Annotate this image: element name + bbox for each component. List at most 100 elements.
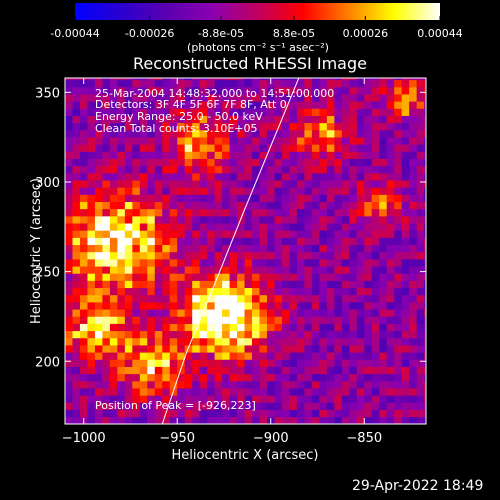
heatmap-cell bbox=[281, 180, 290, 188]
heatmap-cell bbox=[192, 337, 200, 346]
heatmap-cell bbox=[267, 273, 275, 281]
heatmap-cell bbox=[79, 373, 88, 382]
heatmap-cell bbox=[222, 395, 230, 403]
heatmap-cell bbox=[154, 158, 163, 167]
heatmap-cell bbox=[79, 173, 88, 181]
heatmap-cell bbox=[281, 237, 290, 246]
heatmap-cell bbox=[199, 180, 208, 188]
heatmap-cell bbox=[394, 273, 402, 281]
heatmap-cell bbox=[65, 237, 73, 246]
heatmap-cell bbox=[162, 108, 171, 116]
heatmap-cell bbox=[311, 86, 320, 95]
heatmap-cell bbox=[267, 380, 275, 389]
heatmap-cell bbox=[207, 180, 215, 188]
heatmap-cell bbox=[274, 115, 283, 124]
heatmap-cell bbox=[192, 158, 200, 167]
heatmap-cell bbox=[319, 402, 328, 410]
heatmap-cell bbox=[72, 180, 81, 188]
heatmap-cell bbox=[117, 194, 126, 202]
heatmap-cell bbox=[79, 302, 88, 310]
heatmap-cell bbox=[371, 395, 380, 403]
heatmap-cell bbox=[229, 395, 238, 403]
heatmap-cell bbox=[184, 388, 193, 396]
heatmap-cell bbox=[281, 259, 290, 267]
heatmap-cell bbox=[386, 402, 395, 410]
heatmap-cell bbox=[409, 165, 417, 174]
heatmap-cell bbox=[87, 216, 96, 224]
heatmap-cell bbox=[274, 373, 283, 382]
heatmap-cell bbox=[72, 366, 81, 375]
heatmap-cell bbox=[79, 208, 88, 217]
heatmap-cell bbox=[259, 395, 268, 403]
heatmap-cell bbox=[102, 380, 111, 389]
heatmap-cell bbox=[79, 316, 88, 324]
heatmap-cell bbox=[364, 94, 373, 102]
heatmap-cell bbox=[267, 144, 275, 152]
heatmap-cell bbox=[341, 244, 350, 253]
heatmap-cell bbox=[386, 201, 395, 210]
heatmap-cell bbox=[409, 94, 417, 102]
heatmap-cell bbox=[289, 287, 298, 296]
heatmap-cell bbox=[394, 151, 402, 159]
heatmap-cell bbox=[79, 330, 88, 339]
heatmap-cell bbox=[311, 165, 320, 174]
heatmap-cell bbox=[65, 366, 73, 375]
heatmap-cell bbox=[65, 402, 73, 410]
heatmap-cell bbox=[169, 180, 178, 188]
heatmap-cell bbox=[281, 201, 290, 210]
heatmap-cell bbox=[139, 352, 148, 360]
heatmap-cell bbox=[364, 122, 373, 131]
heatmap-cell bbox=[214, 201, 223, 210]
heatmap-cell bbox=[222, 187, 230, 195]
heatmap-cell bbox=[311, 266, 320, 274]
heatmap-cell bbox=[229, 280, 238, 289]
heatmap-cell bbox=[147, 101, 156, 109]
heatmap-cell bbox=[424, 294, 426, 303]
y-axis-label: Heliocentric Y (arcsec) bbox=[29, 178, 44, 324]
heatmap-cell bbox=[102, 137, 111, 145]
heatmap-cell bbox=[364, 201, 373, 210]
heatmap-cell bbox=[289, 416, 298, 424]
heatmap-cell bbox=[274, 352, 283, 360]
heatmap-cell bbox=[371, 266, 380, 274]
heatmap-cell bbox=[147, 187, 156, 195]
heatmap-cell bbox=[139, 395, 148, 403]
heatmap-cell bbox=[252, 86, 260, 95]
heatmap-cell bbox=[132, 144, 141, 152]
heatmap-cell bbox=[274, 302, 283, 310]
heatmap-cell bbox=[259, 366, 268, 375]
heatmap-cell bbox=[109, 115, 118, 124]
heatmap-cell bbox=[94, 194, 103, 202]
heatmap-cell bbox=[252, 244, 260, 253]
heatmap-cell bbox=[334, 86, 343, 95]
heatmap-cell bbox=[237, 287, 245, 296]
heatmap-cell bbox=[65, 108, 73, 116]
heatmap-cell bbox=[259, 223, 268, 231]
heatmap-cell bbox=[274, 395, 283, 403]
heatmap-cell bbox=[281, 330, 290, 339]
heatmap-cell bbox=[65, 94, 73, 102]
heatmap-cell bbox=[334, 187, 343, 195]
heatmap-cell bbox=[379, 380, 388, 389]
heatmap-cell bbox=[296, 173, 305, 181]
heatmap-cell bbox=[274, 345, 283, 353]
heatmap-cell bbox=[267, 259, 275, 267]
heatmap-cell bbox=[132, 230, 141, 238]
heatmap-cell bbox=[147, 251, 156, 260]
heatmap-cell bbox=[222, 194, 230, 202]
heatmap-cell bbox=[416, 280, 425, 289]
heatmap-cell bbox=[289, 115, 298, 124]
heatmap-cell bbox=[379, 251, 388, 260]
heatmap-cell bbox=[177, 151, 186, 159]
heatmap-cell bbox=[65, 251, 73, 260]
heatmap-cell bbox=[424, 129, 426, 138]
heatmap-cell bbox=[222, 115, 230, 124]
heatmap-cell bbox=[79, 345, 88, 353]
heatmap-cell bbox=[356, 395, 365, 403]
heatmap-cell bbox=[169, 158, 178, 167]
heatmap-cell bbox=[94, 122, 103, 131]
heatmap-cell bbox=[207, 115, 215, 124]
heatmap-cell bbox=[401, 137, 410, 145]
heatmap-cell bbox=[409, 101, 417, 109]
heatmap-cell bbox=[222, 79, 230, 88]
